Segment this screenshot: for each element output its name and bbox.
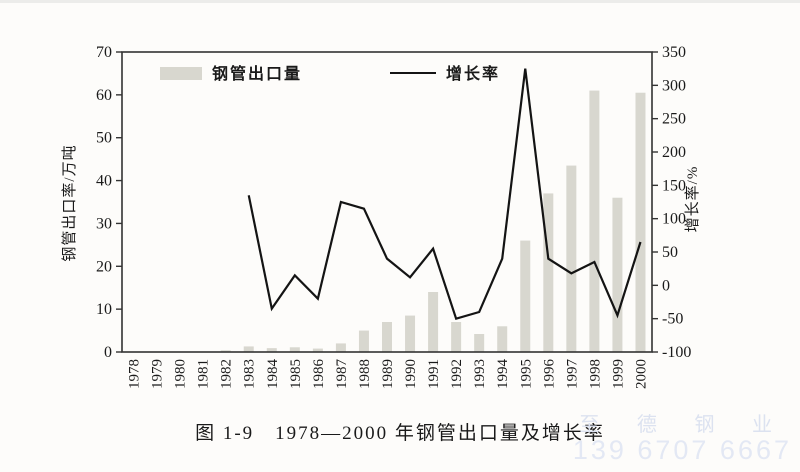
left-tick-label: 20 [96,258,112,275]
right-tick-label: 250 [662,111,686,128]
watermark-company: 至 德 钢 业 [579,414,788,437]
x-tick-label: 1979 [150,359,166,389]
right-tick-label: 300 [662,77,686,94]
x-tick-label: 1985 [288,359,304,389]
x-tick-label: 1996 [541,359,557,390]
bar-1990 [405,315,416,352]
x-tick-label: 1983 [242,359,258,389]
bar-1992 [451,322,462,352]
x-tick-label: 1992 [449,359,465,389]
bar-1989 [382,322,392,352]
left-tick-label: 40 [96,173,112,190]
left-tick-label: 70 [96,44,112,61]
right-tick-label: 100 [662,211,686,228]
x-tick-label: 1982 [219,359,235,389]
left-tick-label: 30 [96,215,112,232]
left-tick-label: 0 [104,344,112,361]
bar-1994 [497,326,508,352]
x-tick-label: 1988 [357,359,373,389]
right-tick-label: 50 [662,244,678,261]
bar-1988 [358,330,369,352]
right-tick-label: 200 [662,144,686,161]
x-tick-label: 1990 [403,359,419,389]
line-series-swatch [390,71,437,75]
growth-rate-line [247,68,642,321]
x-tick-label: 1998 [587,359,603,389]
bar-1986 [312,348,323,352]
x-tick-label: 1987 [334,359,350,390]
right-axis-title: 增长率/% [684,166,701,233]
bar-2000 [635,92,646,352]
x-tick-label: 1997 [564,359,580,390]
x-tick-label: 1993 [472,359,488,389]
bar-1999 [612,197,623,352]
x-tick-label: 1980 [173,359,189,389]
bar-series-swatch [160,66,202,80]
x-tick-label: 1999 [610,359,626,389]
bar-1984 [266,348,277,352]
x-tick-label: 1986 [311,359,327,390]
right-tick-label: -100 [662,344,691,361]
x-tick-label: 1989 [380,359,396,389]
right-tick-label: 350 [662,44,686,61]
x-tick-label: 1978 [127,359,143,389]
scan-edge-decoration [0,0,800,3]
figure-caption: 图 1-9 1978—2000 年钢管出口量及增长率 [195,423,605,444]
bar-series-label: 钢管出口量 [212,66,303,83]
watermark-phone: 139 6707 6667 [572,435,792,466]
right-tick-label: 0 [662,277,670,294]
right-tick-label: 150 [662,177,686,194]
right-tick-label: -50 [662,311,683,328]
combo-chart: 钢管出口率/万吨 增长率/% 0 10 20 30 40 50 60 70 -100 -50 0 50… [61,44,701,389]
x-tick-label: 2000 [633,359,649,389]
bar-1987 [335,343,346,352]
bar-1983 [243,346,254,352]
bar-1985 [289,347,300,352]
bar-1998 [589,90,600,353]
x-tick-label: 1981 [196,359,212,389]
left-tick-label: 10 [96,301,112,318]
x-tick-label: 1995 [518,359,534,389]
watermark: 至 德 钢 业 139 6707 6667 [573,414,792,466]
x-tick-label: 1991 [426,359,442,389]
left-tick-label: 60 [96,87,112,104]
left-axis-title: 钢管出口率/万吨 [61,144,78,261]
bar-1982 [220,350,231,352]
chart-legend: 钢管出口量 增长率 [160,60,500,84]
bar-1993 [474,334,485,352]
plot-frame [121,51,653,353]
bar-1997 [566,165,577,352]
left-tick-label: 50 [96,130,112,147]
x-tick-label: 1994 [495,359,511,390]
line-series-label: 增长率 [446,66,501,83]
bar-1991 [428,292,439,352]
bar-1995 [520,240,531,352]
plot-area: 0 10 20 30 40 50 60 70 -100 -50 0 50 100 150 200 250 300… [96,44,691,389]
bar-1996 [543,193,554,352]
x-tick-label: 1984 [265,359,281,390]
